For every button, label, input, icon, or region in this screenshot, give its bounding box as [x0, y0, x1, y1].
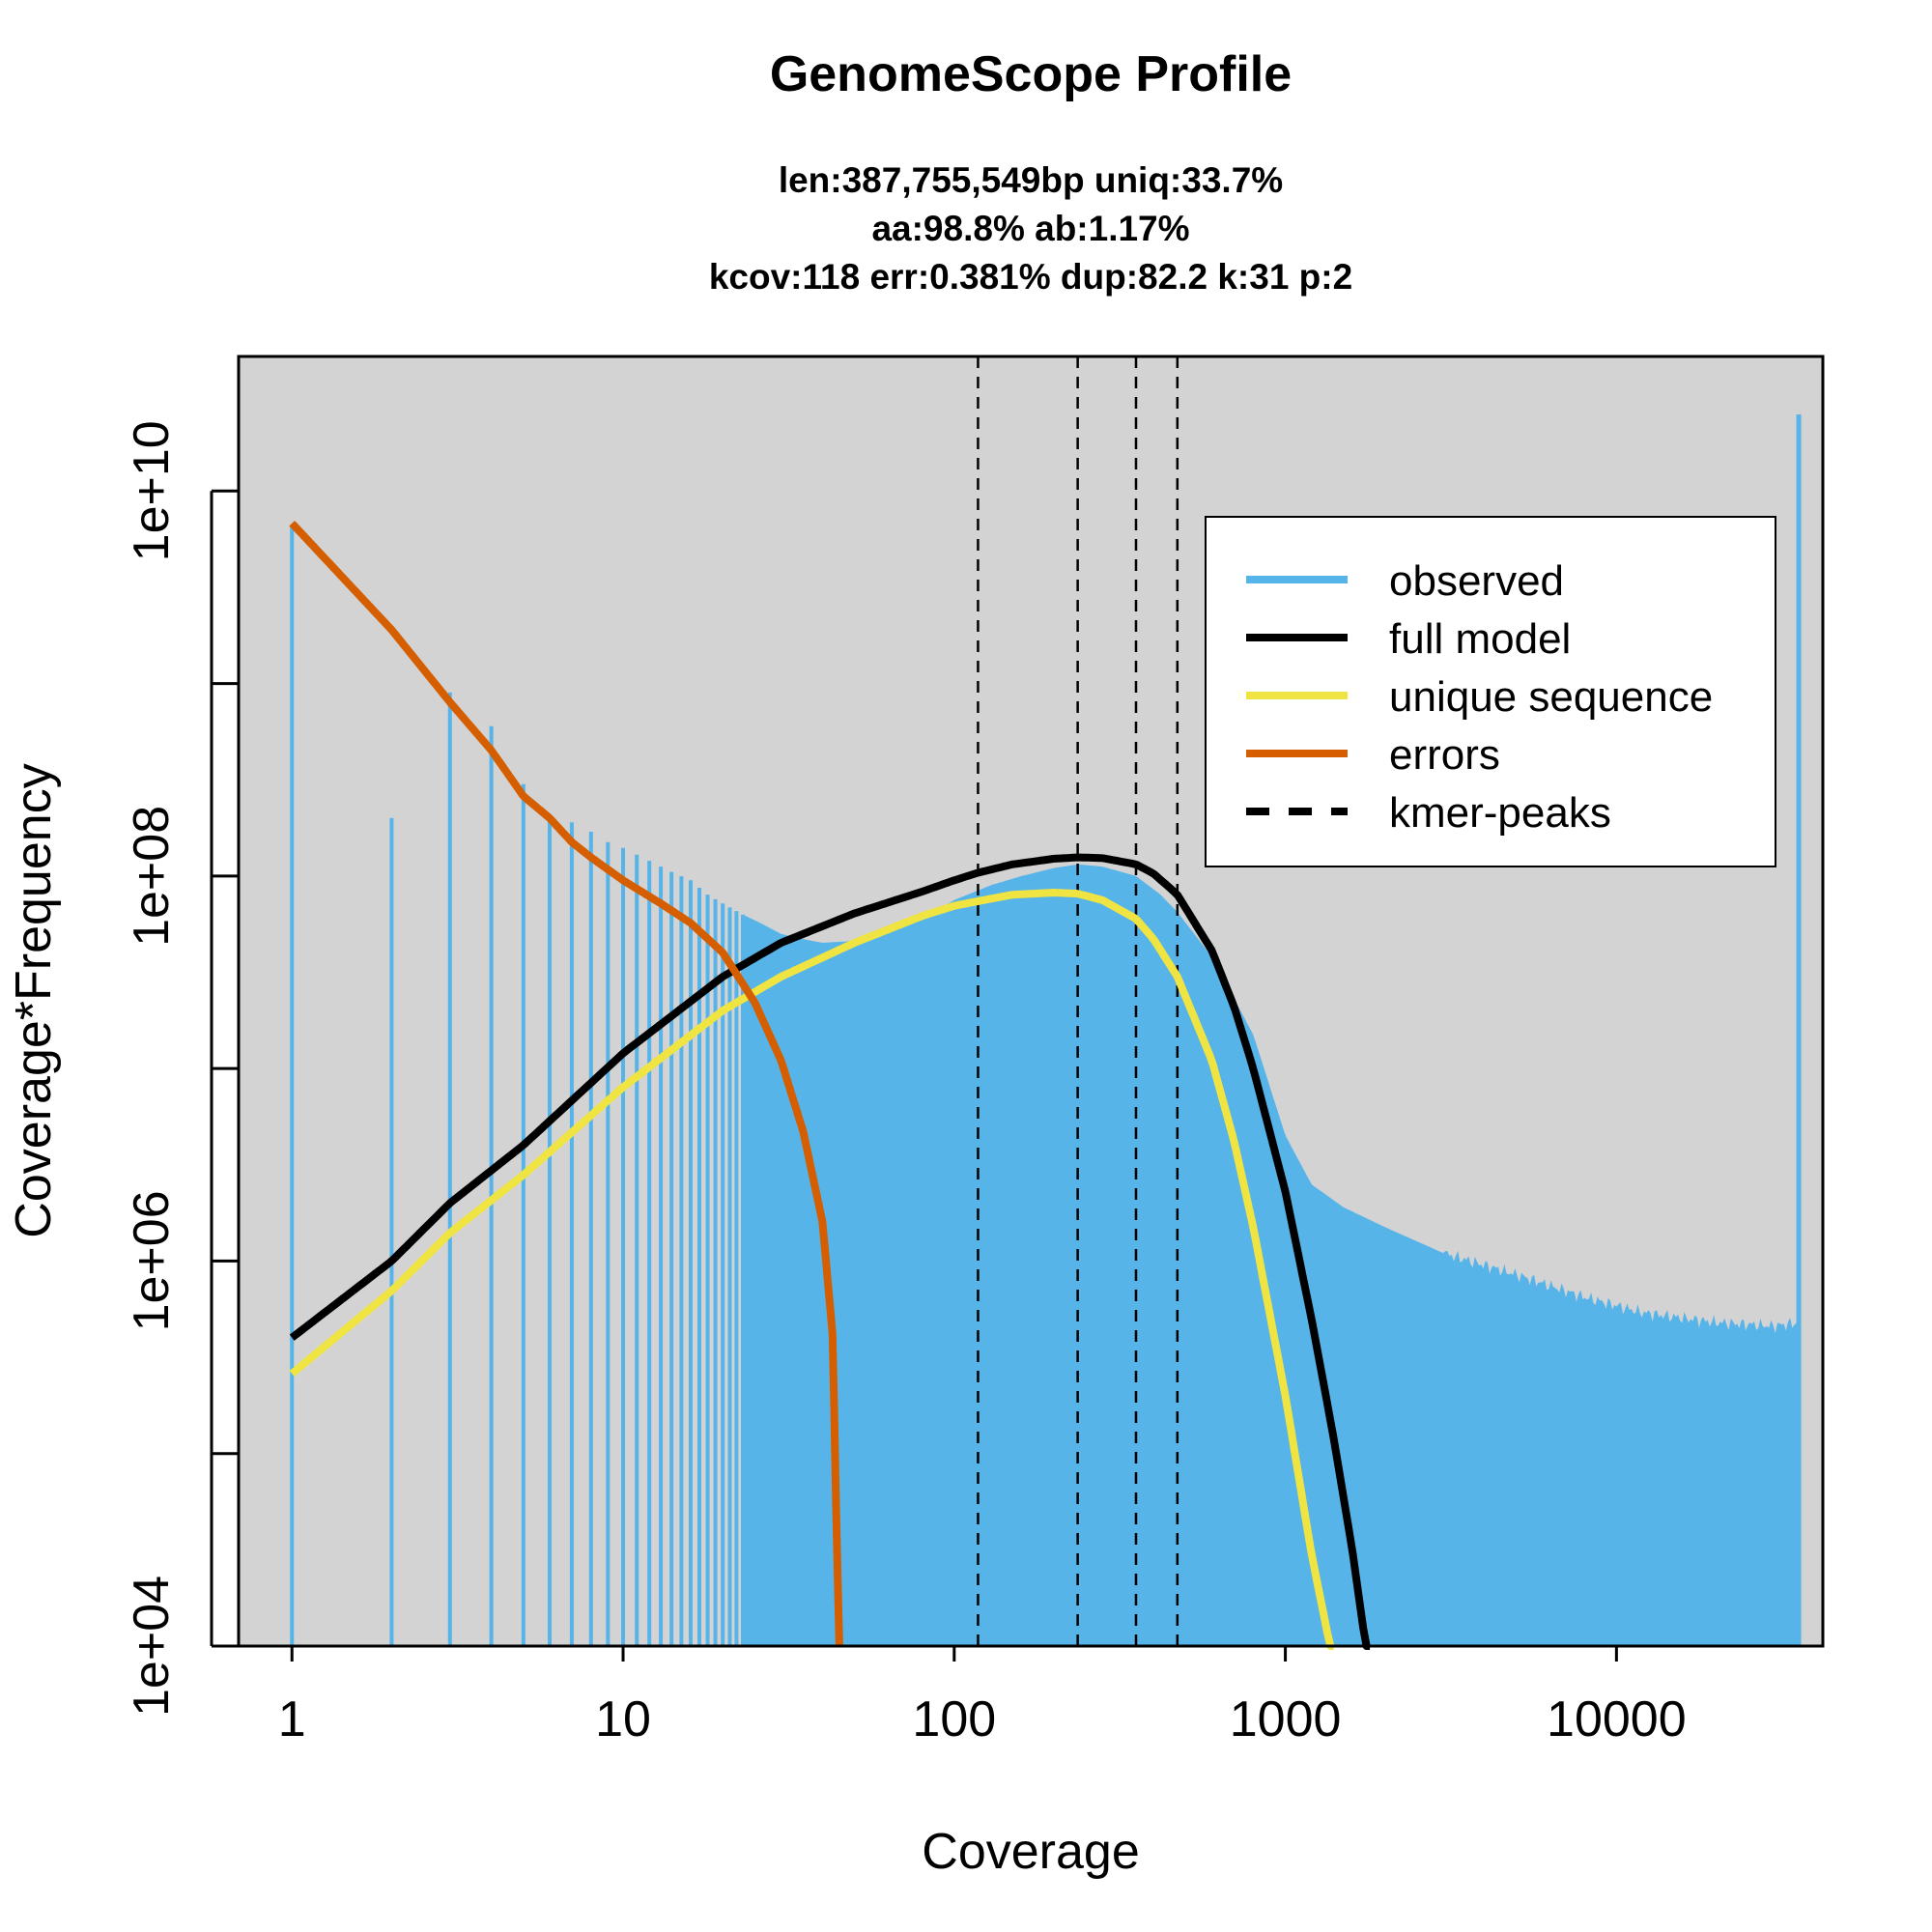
y-tick-label: 1e+06	[124, 1190, 180, 1331]
errors-line	[289, 520, 843, 1647]
y-axis: 1e+04 1e+06 1e+08 1e+10	[124, 420, 239, 1717]
observed-series	[290, 413, 1802, 1646]
chart-subtitle-line-3: kcov:118 err:0.381% dup:82.2 k:31 p:2	[709, 257, 1352, 297]
y-tick-label: 1e+04	[124, 1576, 180, 1717]
legend-label-full-model: full model	[1389, 615, 1571, 663]
x-tick-label: 100	[912, 1691, 996, 1747]
chart-subtitle-line-2: aa:98.8% ab:1.17%	[871, 209, 1189, 248]
plot-frame	[237, 355, 1825, 1648]
legend-label-unique-sequence: unique sequence	[1389, 673, 1713, 721]
y-tick-label: 1e+10	[124, 420, 180, 561]
legend-label-kmer-peaks: kmer-peaks	[1389, 789, 1611, 837]
unique-sequence-line	[289, 889, 1335, 1650]
x-tick-label: 1000	[1230, 1691, 1342, 1747]
x-tick-label: 10000	[1547, 1691, 1687, 1747]
chart-title: GenomeScope Profile	[770, 46, 1292, 102]
legend-label-errors: errors	[1389, 731, 1500, 779]
y-axis-label: Coverage*Frequency	[6, 763, 62, 1237]
observed-area	[743, 864, 1802, 1646]
legend: observed full model unique sequence errors k…	[1205, 516, 1776, 867]
y-tick-label: 1e+08	[124, 806, 180, 947]
legend-label-observed: observed	[1389, 557, 1564, 605]
x-tick-label: 10	[595, 1691, 651, 1747]
x-axis-label: Coverage	[922, 1824, 1139, 1880]
x-tick-label: 1	[278, 1691, 306, 1747]
chart-subtitle-line-1: len:387,755,549bp uniq:33.7%	[779, 160, 1283, 200]
full-model-line	[289, 853, 1371, 1650]
x-axis: 1 10 100 1000 10000	[278, 1646, 1687, 1747]
model-lines	[289, 520, 1371, 1650]
